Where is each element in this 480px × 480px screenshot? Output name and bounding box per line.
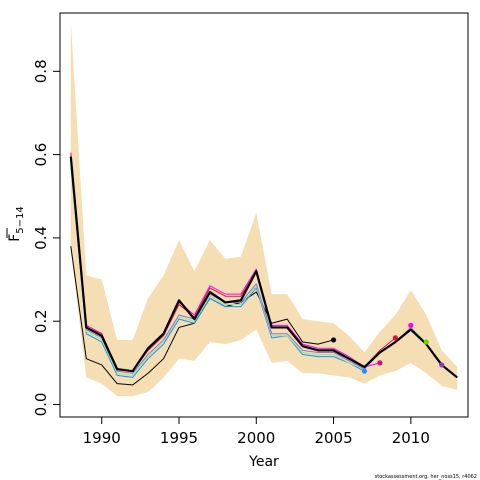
x-tick-label: 1990 [83, 429, 121, 447]
series-layer [69, 152, 458, 386]
x-axis: 1990 1995 2000 2005 2010 [83, 416, 430, 447]
y-tick-label: 0.0 [32, 393, 50, 417]
x-axis-title: Year [248, 454, 279, 470]
endpoint-marker-5 [408, 322, 414, 328]
y-axis-title-main: F [7, 234, 23, 242]
x-tick-label: 1995 [160, 429, 198, 447]
y-tick-label: 0.4 [32, 226, 50, 250]
endpoint-marker-4 [392, 335, 398, 341]
credit-text: stockassessment.org, her_noss15, r4062 [375, 474, 477, 480]
endpoint-layer [330, 322, 445, 374]
endpoint-marker-2 [361, 368, 368, 374]
y-tick-label: 0.6 [32, 143, 50, 167]
x-tick-label: 2005 [314, 429, 352, 447]
x-tick-label: 2000 [237, 429, 275, 447]
y-tick-label: 0.2 [32, 309, 50, 333]
x-tick-label: 2010 [392, 429, 430, 447]
series-line-4 [70, 164, 365, 378]
y-axis: 0.0 0.2 0.4 0.6 0.8 [32, 59, 61, 417]
series-line-7 [69, 156, 458, 379]
confidence-band-layer [70, 21, 458, 397]
y-tick-label: 0.8 [32, 59, 50, 83]
endpoint-marker-1 [330, 337, 337, 343]
y-axis-title-subscript: 5−14 [15, 206, 26, 233]
endpoint-marker-3 [377, 360, 383, 366]
endpoint-marker-6 [423, 339, 429, 345]
confidence-band [70, 21, 458, 397]
y-axis-title: F5−14 [6, 206, 26, 242]
y-axis-title-text: F5−14 [7, 206, 26, 242]
endpoint-marker-7 [439, 362, 445, 368]
